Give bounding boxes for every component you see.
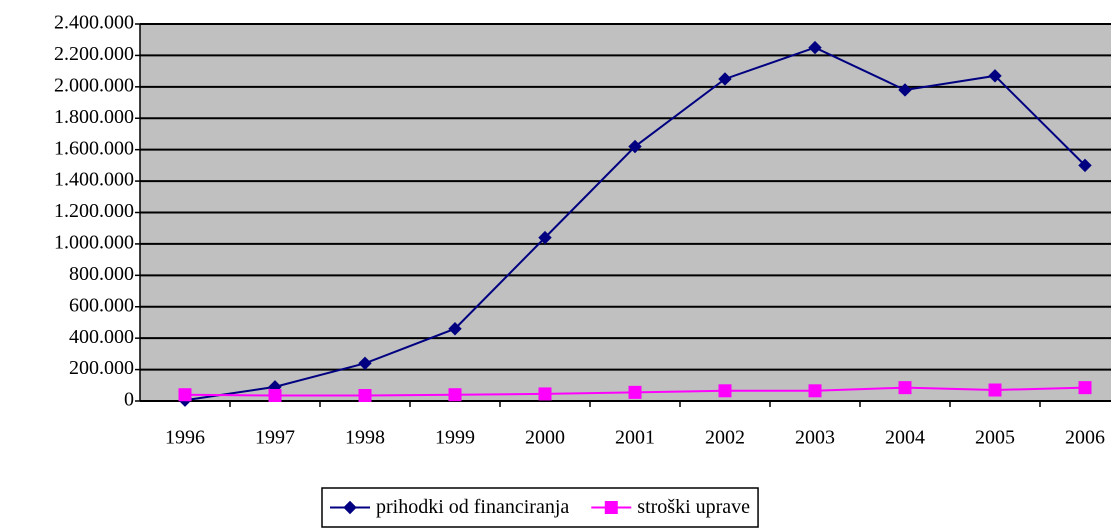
x-tick-label: 2006: [1065, 427, 1105, 449]
y-tick-label: 600.000: [69, 294, 134, 316]
marker: [358, 389, 372, 403]
marker: [448, 388, 462, 402]
marker: [628, 385, 642, 399]
y-tick-label: 1.200.000: [54, 200, 134, 222]
marker: [343, 500, 357, 515]
x-tick-label: 1999: [435, 427, 475, 449]
x-tick-label: 2000: [525, 427, 565, 449]
legend-label: stroški uprave: [637, 496, 750, 518]
marker: [1078, 158, 1092, 173]
marker: [718, 384, 732, 398]
y-tick-label: 400.000: [69, 326, 134, 348]
marker: [604, 501, 618, 514]
marker: [808, 384, 822, 398]
y-tick-label: 1.600.000: [54, 137, 134, 159]
marker: [448, 322, 462, 336]
y-tick-label: 1.800.000: [54, 106, 134, 128]
marker: [178, 388, 192, 402]
x-tick-label: 1997: [255, 427, 295, 449]
x-tick-label: 1996: [165, 427, 205, 449]
marker: [268, 389, 282, 403]
x-tick-label: 1998: [345, 427, 385, 449]
marker: [988, 69, 1002, 83]
y-tick-label: 0: [124, 389, 134, 411]
y-tick-label: 200.000: [69, 357, 134, 379]
legend-box: [321, 487, 759, 528]
x-tick-label: 2004: [885, 427, 925, 449]
marker: [808, 40, 822, 55]
y-tick-label: 1.000.000: [54, 232, 134, 254]
y-tick-label: 1.400.000: [54, 169, 134, 191]
marker: [358, 356, 372, 371]
y-tick-label: 2.200.000: [54, 43, 134, 65]
y-tick-label: 2.000.000: [54, 74, 134, 96]
x-tick-label: 2005: [975, 427, 1015, 449]
marker: [988, 383, 1002, 397]
marker: [898, 83, 912, 97]
marker: [898, 381, 912, 395]
marker: [628, 139, 642, 154]
marker: [538, 387, 552, 401]
marker: [538, 230, 552, 245]
marker: [1078, 381, 1092, 395]
x-tick-label: 2001: [615, 427, 655, 449]
y-tick-label: 2.400.000: [54, 12, 134, 34]
marker: [718, 72, 732, 86]
x-tick-label: 2002: [705, 427, 745, 449]
x-tick-label: 2003: [795, 427, 835, 449]
y-tick-label: 800.000: [69, 263, 134, 285]
legend-label: prihodki od financiranja: [376, 496, 569, 518]
